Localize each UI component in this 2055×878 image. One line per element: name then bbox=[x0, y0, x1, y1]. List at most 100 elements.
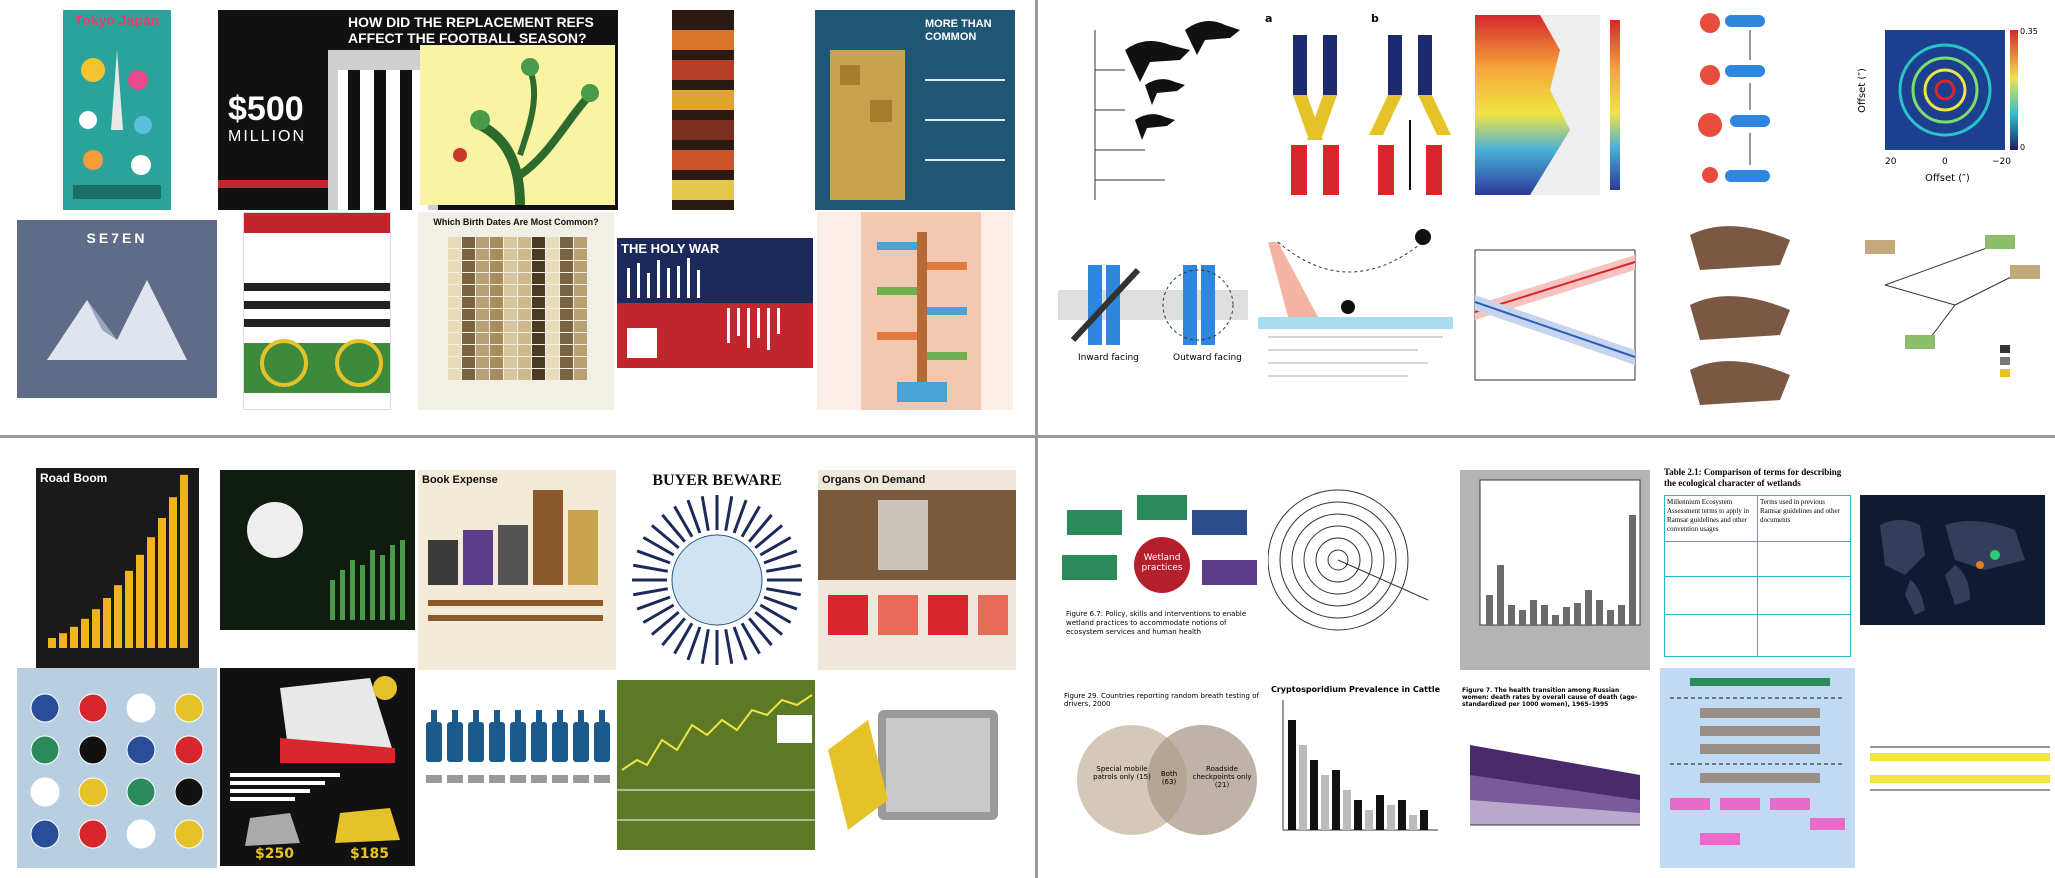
cyclist-poster[interactable] bbox=[243, 212, 391, 410]
table-title: Table 2.1: Comparison of terms for descr… bbox=[1664, 467, 1842, 488]
organs-on-demand-poster[interactable]: Organs On Demand bbox=[818, 470, 1016, 670]
membrane-label-inward: Inward facing bbox=[1078, 353, 1139, 363]
membrane-figure[interactable]: Inward facing Outward facing bbox=[1058, 245, 1248, 370]
table-comparison[interactable]: Table 2.1: Comparison of terms for descr… bbox=[1660, 465, 1855, 665]
venn-right-label: Roadside checkpoints only (21) bbox=[1192, 765, 1252, 789]
line-plot-figure[interactable] bbox=[1460, 245, 1640, 395]
ray bbox=[642, 603, 675, 624]
ray bbox=[765, 563, 801, 573]
buyer-beware-poster[interactable]: BUYER BEWARE bbox=[618, 470, 816, 670]
heatmap-cell bbox=[546, 333, 559, 344]
crypto-prevalence-figure[interactable]: Cryptosporidium Prevalence in Cattle bbox=[1268, 685, 1443, 850]
physics-diagram-figure[interactable] bbox=[1258, 222, 1453, 402]
flags-poster[interactable] bbox=[17, 668, 217, 868]
heatmap-cell bbox=[504, 237, 517, 248]
heatmap-cell bbox=[490, 237, 503, 248]
heatmap-cell bbox=[462, 357, 475, 368]
heatmap-cell bbox=[574, 237, 587, 248]
ray bbox=[732, 626, 748, 661]
tree-branch-poster[interactable] bbox=[420, 45, 615, 205]
venn-left-label: Special mobile patrols only (15) bbox=[1093, 765, 1151, 781]
heatmap-map-figure[interactable] bbox=[1470, 10, 1630, 205]
area-chart-figure[interactable]: Figure 7. The health transition among Ru… bbox=[1460, 685, 1650, 850]
stock-field-poster[interactable] bbox=[617, 680, 815, 850]
heatmap-cell bbox=[546, 369, 559, 380]
bottle-body bbox=[426, 722, 442, 762]
heatmap-cell bbox=[546, 273, 559, 284]
seven-summits-poster[interactable]: SE7EN bbox=[17, 220, 217, 398]
heatmap-cell bbox=[462, 237, 475, 248]
crypto-bar bbox=[1409, 815, 1417, 830]
skull-figure[interactable] bbox=[1680, 210, 1810, 410]
bottles-poster[interactable] bbox=[418, 690, 616, 830]
heatmap-cell bbox=[504, 273, 517, 284]
spiral-ylabel: Offset (″) bbox=[1856, 68, 1868, 113]
tall-tree-infographic[interactable] bbox=[817, 212, 1013, 410]
refs-big-number: $500 bbox=[228, 90, 304, 128]
road-bar bbox=[158, 518, 166, 648]
heatmap-cell bbox=[546, 261, 559, 272]
spiral-heatmap-figure[interactable]: Offset (″) Offset (″) 20 0 −20 0.35 0 bbox=[1850, 25, 2045, 190]
flags-graphic bbox=[30, 693, 204, 849]
heatmap-cell bbox=[546, 357, 559, 368]
heatmap-cell bbox=[504, 309, 517, 320]
bar-chart-figure[interactable] bbox=[1460, 470, 1650, 670]
heatmap-cell bbox=[476, 333, 489, 344]
heatmap-cell bbox=[560, 297, 573, 308]
ray bbox=[633, 563, 669, 573]
heatmap-cell bbox=[574, 357, 587, 368]
heatmap-cell bbox=[560, 273, 573, 284]
book-expense-poster[interactable]: Book Expense bbox=[418, 470, 616, 670]
heatmap-map-graphic bbox=[1475, 15, 1620, 195]
bar-chart-graphic bbox=[1479, 479, 1641, 626]
bottle-label bbox=[573, 775, 589, 783]
heatmap-cell bbox=[476, 273, 489, 284]
heatmap-cell bbox=[532, 249, 545, 260]
heart-process-figure[interactable] bbox=[1680, 5, 1800, 210]
road-bar bbox=[180, 474, 188, 648]
heatmap-cell bbox=[448, 297, 461, 308]
protein-graphic bbox=[1291, 35, 1451, 195]
venn-diagram-figure[interactable]: Figure 29. Countries reporting random br… bbox=[1062, 690, 1262, 850]
concentric-circles-figure[interactable] bbox=[1268, 470, 1433, 650]
tall-tree-graphic bbox=[861, 212, 981, 410]
cotton-poster[interactable] bbox=[220, 470, 415, 630]
ray bbox=[754, 610, 784, 636]
small-table-figure[interactable] bbox=[1870, 735, 2050, 815]
birth-dates-heatmap[interactable]: Which Birth Dates Are Most Common? bbox=[418, 212, 614, 410]
heatmap-cell bbox=[560, 357, 573, 368]
heatmap-cell bbox=[504, 285, 517, 296]
ray bbox=[673, 622, 694, 655]
spiral-tick-4: −20 bbox=[1992, 157, 2011, 167]
heatmap-cell bbox=[448, 321, 461, 332]
bottle-body bbox=[447, 722, 463, 762]
holy-war-poster[interactable]: THE HOLY WAR bbox=[617, 238, 813, 368]
ray bbox=[661, 617, 687, 647]
buyer-beware-title: BUYER BEWARE bbox=[652, 472, 782, 489]
dinosaur-phylogeny-figure[interactable] bbox=[1085, 10, 1255, 210]
road-boom-poster[interactable]: Road Boom bbox=[36, 468, 199, 668]
tokyo-japan-poster[interactable]: Tokyo Japan bbox=[63, 10, 171, 210]
sneaker-poster[interactable]: $250 $185 bbox=[220, 668, 415, 866]
bottle-body bbox=[489, 722, 505, 762]
spiral-xlabel: Offset (″) bbox=[1925, 173, 1970, 184]
vertical-timeline-poster[interactable] bbox=[672, 10, 734, 210]
ray bbox=[636, 595, 671, 611]
world-map-figure[interactable] bbox=[1860, 495, 2045, 625]
bottle-neck bbox=[431, 710, 437, 722]
flow-diagram-figure[interactable] bbox=[1660, 668, 1855, 868]
heatmap-cell bbox=[574, 285, 587, 296]
heatmap-cell bbox=[532, 369, 545, 380]
protein-channel-figure[interactable]: a b bbox=[1263, 10, 1463, 205]
flag-circle bbox=[174, 735, 204, 765]
more-than-common-poster[interactable]: MORE THAN COMMON bbox=[815, 10, 1015, 210]
tablet-poster[interactable] bbox=[818, 680, 1016, 850]
phylo-tree-figure[interactable] bbox=[1845, 235, 2045, 380]
heatmap-cell bbox=[518, 369, 531, 380]
heatmap-cell bbox=[448, 309, 461, 320]
wetland-practices-figure[interactable]: Wetland practices Figure 6.7: Policy, sk… bbox=[1062, 490, 1262, 650]
heatmap-cell bbox=[574, 249, 587, 260]
crypto-bar bbox=[1420, 810, 1428, 830]
heatmap-cell bbox=[490, 345, 503, 356]
book-expense-title: Book Expense bbox=[422, 474, 498, 486]
